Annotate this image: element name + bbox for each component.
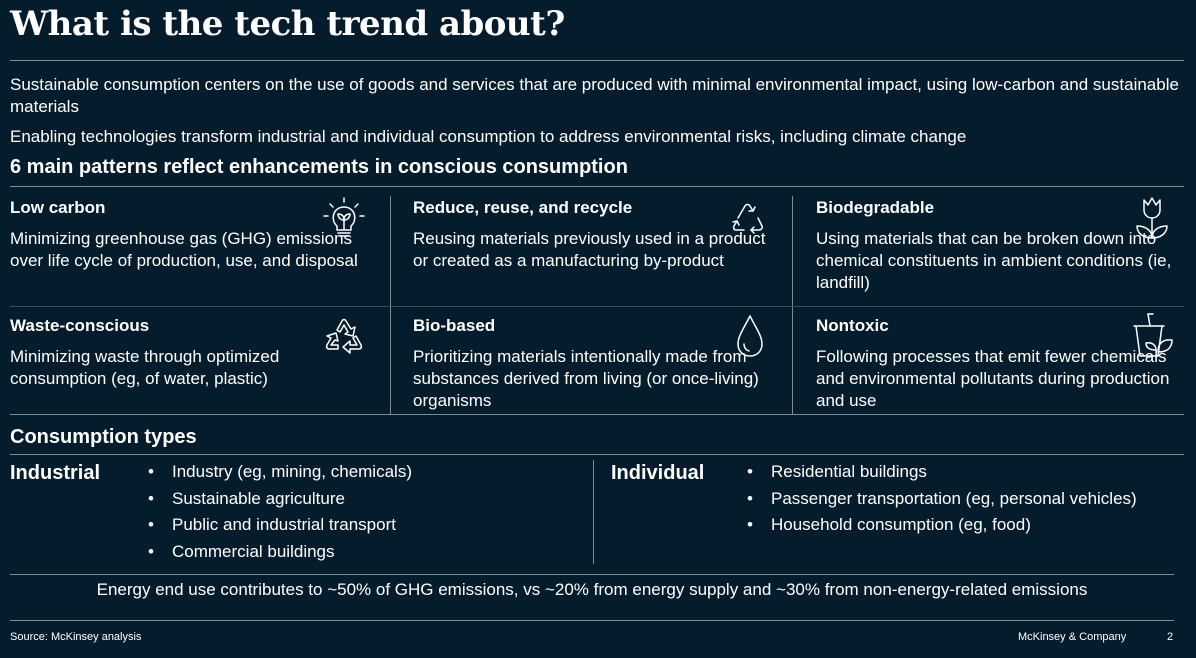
pattern-waste-conscious: Waste-conscious Minimizing waste through… — [10, 316, 370, 390]
pattern-reduce-reuse-recycle: Reduce, reuse, and recycle Reusing mater… — [413, 198, 773, 272]
industrial-label: Industrial — [10, 462, 101, 484]
lightbulb-plant-icon — [320, 196, 368, 244]
pattern-description: Reusing materials previously used in a p… — [413, 229, 766, 270]
grid-row-divider — [10, 306, 1184, 307]
energy-top-divider — [10, 574, 1174, 575]
consumption-heading: Consumption types — [10, 426, 197, 448]
consumption-divider — [10, 454, 1184, 455]
pattern-title: Biodegradable — [816, 198, 935, 217]
list-item: Passenger transportation (eg, personal v… — [747, 488, 1137, 515]
patterns-bottom-divider — [10, 414, 1184, 415]
pattern-description: Prioritizing materials intentionally mad… — [413, 347, 759, 410]
patterns-heading: 6 main patterns reflect enhancements in … — [10, 156, 628, 178]
list-item: Sustainable agriculture — [148, 488, 412, 515]
individual-label: Individual — [611, 462, 705, 484]
page-number: 2 — [1167, 631, 1174, 643]
list-item: Household consumption (eg, food) — [747, 514, 1137, 541]
list-item: Public and industrial transport — [148, 514, 412, 541]
grid-divider-2 — [792, 196, 793, 414]
page-title: What is the tech trend about? — [10, 4, 565, 44]
pattern-title: Reduce, reuse, and recycle — [413, 198, 633, 217]
water-drop-icon — [726, 312, 774, 360]
list-item: Commercial buildings — [148, 541, 412, 568]
pattern-title: Nontoxic — [816, 316, 889, 335]
recycle-arrows-icon — [724, 194, 772, 242]
grid-divider-1 — [390, 196, 391, 414]
footer-divider — [10, 620, 1174, 621]
energy-note: Energy end use contributes to ~50% of GH… — [96, 580, 1088, 599]
patterns-divider — [10, 186, 1184, 187]
pattern-title: Bio-based — [413, 316, 496, 335]
pattern-description: Using materials that can be broken down … — [816, 229, 1172, 292]
individual-list: Residential buildings Passenger transpor… — [747, 461, 1137, 541]
pattern-description: Following processes that emit fewer chem… — [816, 347, 1170, 410]
pattern-description: Minimizing greenhouse gas (GHG) emission… — [10, 229, 358, 270]
cup-leaves-icon — [1128, 312, 1176, 360]
list-item: Residential buildings — [747, 461, 1137, 488]
pattern-nontoxic: Nontoxic Following processes that emit f… — [816, 316, 1176, 412]
title-divider — [10, 60, 1184, 61]
list-item: Industry (eg, mining, chemicals) — [148, 461, 412, 488]
company-name: McKinsey & Company — [1018, 631, 1127, 643]
industrial-list: Industry (eg, mining, chemicals) Sustain… — [148, 461, 412, 567]
recycle-symbol-icon — [320, 312, 368, 360]
intro-paragraph-1: Sustainable consumption centers on the u… — [10, 75, 1179, 116]
intro-paragraph-2: Enabling technologies transform industri… — [10, 127, 967, 146]
pattern-biodegradable: Biodegradable Using materials that can b… — [816, 198, 1176, 294]
pattern-title: Low carbon — [10, 198, 106, 217]
pattern-bio-based: Bio-based Prioritizing materials intenti… — [413, 316, 773, 412]
pattern-description: Minimizing waste through optimized consu… — [10, 347, 280, 388]
tulip-icon — [1128, 194, 1176, 242]
pattern-low-carbon: Low carbon Minimizing greenhouse gas (GH… — [10, 198, 370, 272]
pattern-title: Waste-conscious — [10, 316, 150, 335]
consumption-divider-vertical — [593, 460, 594, 564]
source-note: Source: McKinsey analysis — [10, 631, 142, 643]
